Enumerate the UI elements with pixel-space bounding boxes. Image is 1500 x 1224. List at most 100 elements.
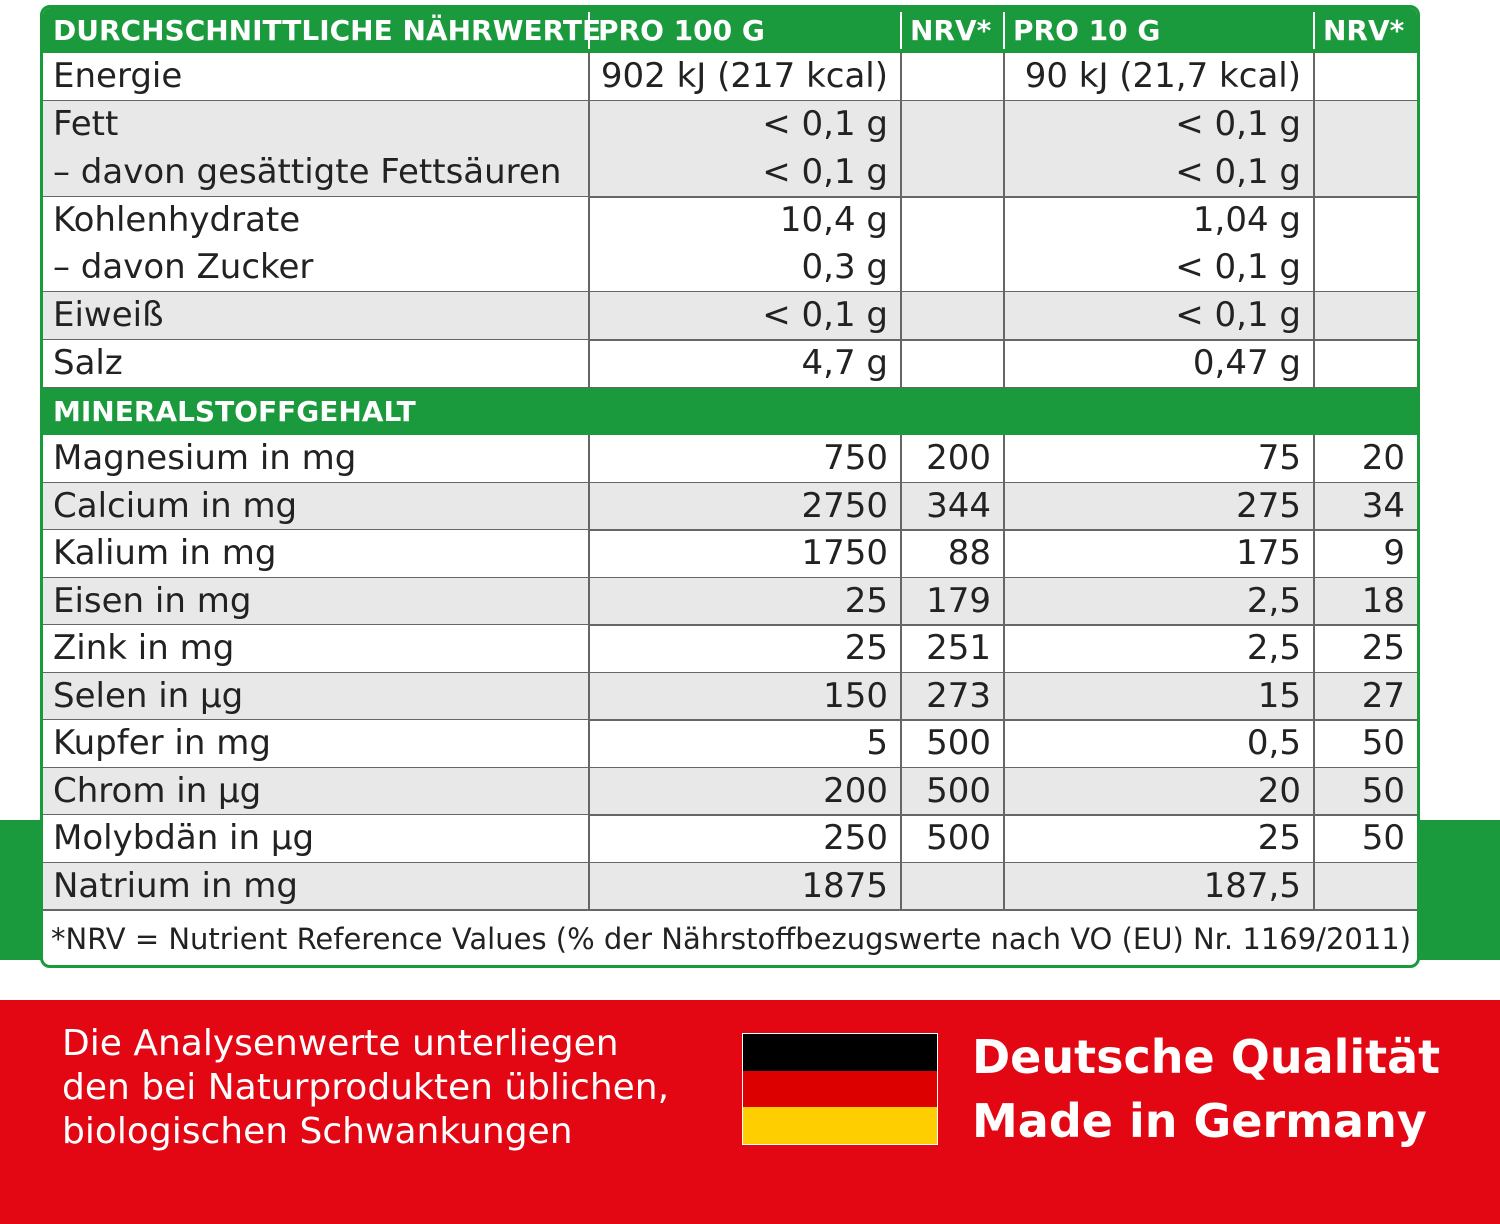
column-divider <box>1313 53 1315 101</box>
row-bg-label <box>43 577 588 626</box>
row-value: 500 <box>926 818 991 859</box>
row-value: 200 <box>823 770 888 811</box>
column-divider <box>1003 340 1005 389</box>
row-value: 200 <box>926 438 991 479</box>
row-value: 273 <box>926 675 991 716</box>
nutrition-table: DURCHSCHNITTLICHE NÄHRWERTE PRO 100 G NRV*… <box>40 5 1420 968</box>
column-divider <box>900 100 902 197</box>
header-divider <box>1003 12 1005 49</box>
column-divider <box>900 720 902 768</box>
row-value: 9 <box>1383 533 1405 574</box>
column-divider <box>900 482 902 531</box>
column-divider <box>588 720 590 768</box>
row-bg-label <box>43 340 588 389</box>
column-divider <box>588 482 590 531</box>
row-value: 2,5 <box>1246 628 1301 669</box>
column-divider <box>588 196 590 293</box>
column-divider <box>588 815 590 863</box>
quality: Deutsche Qualität Made in Germany <box>972 1025 1440 1153</box>
column-divider <box>1003 482 1005 531</box>
row-label: – davon Zucker <box>53 247 314 288</box>
header-divider <box>588 12 590 49</box>
row-label: Eiweiß <box>53 295 164 336</box>
header-cell: NRV* <box>1323 14 1405 47</box>
column-divider <box>588 435 590 483</box>
row-label: Calcium in mg <box>53 485 298 526</box>
row-bg-label <box>43 815 588 863</box>
row-value: < 0,1 g <box>1175 103 1301 144</box>
row-value: 344 <box>926 485 991 526</box>
column-divider <box>1003 625 1005 673</box>
row-value: 50 <box>1361 818 1405 859</box>
row-value: 88 <box>947 533 991 574</box>
row-bg-label <box>43 53 588 101</box>
row-divider <box>43 814 1417 817</box>
row-divider <box>43 195 1417 198</box>
column-divider <box>588 292 590 341</box>
row-value: 4,7 g <box>801 343 888 384</box>
column-divider <box>588 530 590 578</box>
column-divider <box>1313 815 1315 863</box>
column-divider <box>588 625 590 673</box>
note-line: biologischen Schwankungen <box>62 1111 573 1152</box>
row-label: Eisen in mg <box>53 580 252 621</box>
column-divider <box>1003 530 1005 578</box>
row-value: 5 <box>866 723 888 764</box>
row-bg-label <box>43 100 588 197</box>
column-divider <box>900 625 902 673</box>
row-label: Natrium in mg <box>53 865 299 906</box>
row-divider <box>43 339 1417 342</box>
row-bg-label <box>43 292 588 341</box>
row-bg-label <box>43 530 588 578</box>
column-divider <box>588 767 590 816</box>
column-divider <box>1003 577 1005 626</box>
column-divider <box>588 53 590 101</box>
row-value: 0,3 g <box>801 247 888 288</box>
row-bg-label <box>43 625 588 673</box>
column-divider <box>1003 672 1005 721</box>
row-value: 25 <box>844 580 888 621</box>
row-bg-label <box>43 482 588 531</box>
column-divider <box>900 53 902 101</box>
section-title: MINERALSTOFFGEHALT <box>53 395 416 429</box>
column-divider <box>1003 767 1005 816</box>
column-divider <box>1313 340 1315 389</box>
row-divider <box>43 624 1417 627</box>
column-divider <box>1313 292 1315 341</box>
column-divider <box>588 862 590 911</box>
column-divider <box>588 340 590 389</box>
column-divider <box>1313 672 1315 721</box>
header-bg <box>43 8 1417 53</box>
column-divider <box>900 292 902 341</box>
row-value: 10,4 g <box>779 199 888 240</box>
column-divider <box>900 672 902 721</box>
row-value: 20 <box>1361 438 1405 479</box>
row-divider <box>43 909 1417 912</box>
column-divider <box>1003 196 1005 293</box>
row-value: 90 kJ (21,7 kcal) <box>1024 56 1301 96</box>
row-value: 187,5 <box>1203 865 1301 906</box>
column-divider <box>1313 625 1315 673</box>
column-divider <box>588 100 590 197</box>
note: Die Analysenwerte unterliegen den bei Na… <box>62 1022 669 1154</box>
row-value: 2,5 <box>1246 580 1301 621</box>
column-divider <box>1003 815 1005 863</box>
column-divider <box>900 196 902 293</box>
quality-line: Made in Germany <box>972 1094 1427 1148</box>
column-divider <box>1313 482 1315 531</box>
row-value: 34 <box>1361 485 1405 526</box>
row-label: Selen in µg <box>53 675 244 716</box>
row-label: – davon gesättigte Fettsäuren <box>53 151 562 192</box>
row-value: 0,47 g <box>1192 343 1301 384</box>
row-value: 25 <box>844 628 888 669</box>
row-value: 1875 <box>801 865 888 906</box>
header-cell: DURCHSCHNITTLICHE NÄHRWERTE <box>53 14 602 47</box>
row-value: 750 <box>823 438 888 479</box>
row-value: 20 <box>1257 770 1301 811</box>
row-label: Magnesium in mg <box>53 438 357 479</box>
footer: Die Analysenwerte unterliegen den bei Na… <box>0 1000 1500 1224</box>
column-divider <box>900 577 902 626</box>
header-cell: PRO 10 G <box>1013 14 1161 47</box>
column-divider <box>1003 435 1005 483</box>
row-label: Molybdän in µg <box>53 818 315 859</box>
